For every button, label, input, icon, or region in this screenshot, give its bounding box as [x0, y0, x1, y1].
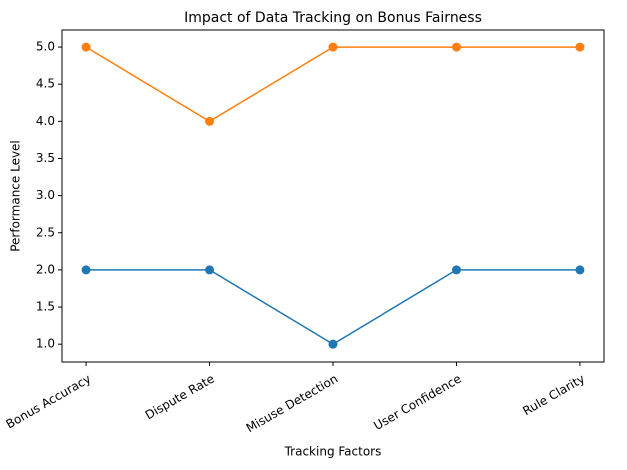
point	[328, 339, 338, 349]
plot-frame	[61, 29, 605, 363]
y-tick-label: 3.5	[36, 151, 55, 165]
x-axis-label: Tracking Factors	[284, 445, 382, 459]
point	[205, 265, 215, 275]
point	[205, 116, 215, 126]
y-tick-label: 3.0	[36, 188, 55, 202]
point	[451, 265, 461, 275]
point	[575, 42, 585, 52]
x-tick-label: Rule Clarity	[520, 372, 587, 419]
chart-title: Impact of Data Tracking on Bonus Fairnes…	[184, 10, 482, 26]
x-tick-label: Misuse Detection	[244, 372, 340, 436]
series-line	[86, 269, 580, 346]
y-tick-label: 5.0	[36, 40, 55, 54]
y-tick-label: 2.5	[36, 225, 55, 239]
point	[328, 42, 338, 52]
point	[451, 42, 461, 52]
y-axis-label: Performance Level	[9, 140, 23, 252]
y-tick-label: 1.5	[36, 300, 55, 314]
series-line	[85, 46, 580, 123]
y-tick-label: 4.0	[36, 114, 55, 128]
x-tick-label: Bonus Accuracy	[3, 372, 93, 432]
y-tick-label: 2.0	[36, 262, 55, 276]
point	[81, 265, 91, 275]
x-tick-label: Dispute Rate	[143, 372, 217, 423]
point	[575, 265, 585, 275]
point	[81, 42, 91, 52]
x-tick-label: User Confidence	[371, 372, 463, 433]
y-tick-label: 1.0	[36, 337, 55, 351]
y-tick-label: 4.5	[36, 77, 55, 91]
